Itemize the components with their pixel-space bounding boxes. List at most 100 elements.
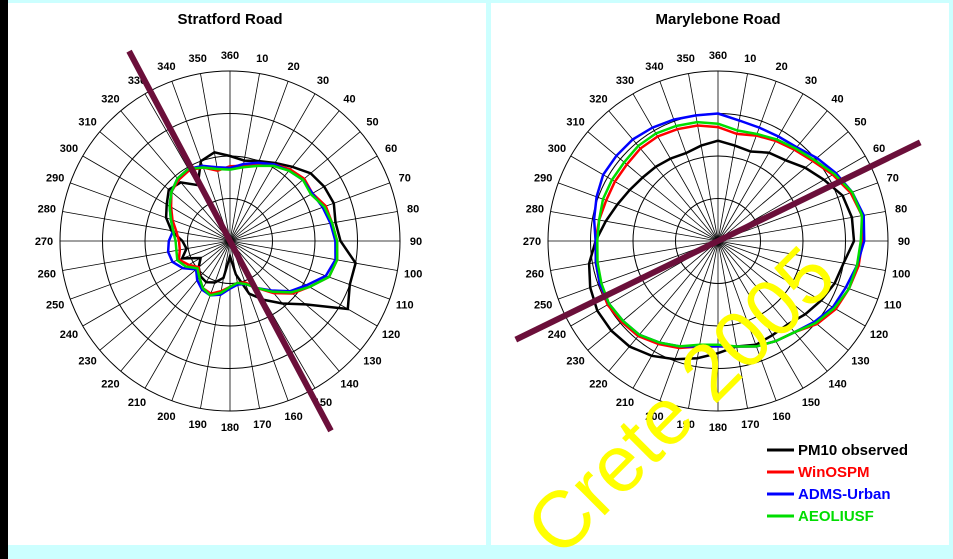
legend-label-2: ADMS-Urban [798,486,891,503]
left-border [0,0,8,559]
spoke-marylebone-220 [608,240,719,372]
tick-label-stratford-20: 20 [287,61,299,73]
tick-label-stratford-70: 70 [399,172,411,184]
series-line-stratford-2 [166,161,337,297]
tick-label-marylebone-190: 190 [677,419,695,431]
tick-label-stratford-60: 60 [385,143,397,155]
tick-label-marylebone-100: 100 [892,268,910,280]
tick-label-marylebone-140: 140 [828,378,846,390]
tick-label-stratford-90: 90 [410,236,422,248]
tick-label-marylebone-50: 50 [854,116,866,128]
tick-label-stratford-180: 180 [221,422,239,434]
tick-label-stratford-200: 200 [157,411,175,423]
tick-label-stratford-300: 300 [60,143,78,155]
tick-label-stratford-110: 110 [396,300,414,312]
tick-label-stratford-30: 30 [317,75,329,87]
tick-label-marylebone-270: 270 [523,236,541,248]
series-line-marylebone-0 [587,139,856,361]
spoke-stratford-110 [229,240,390,300]
tick-label-stratford-210: 210 [128,397,146,409]
spoke-stratford-230 [99,240,231,351]
tick-label-marylebone-10: 10 [744,53,756,65]
spoke-stratford-40 [229,110,340,242]
tick-label-stratford-10: 10 [256,53,268,65]
spoke-stratford-50 [229,131,361,242]
tick-label-stratford-220: 220 [101,378,119,390]
spoke-marylebone-290 [558,182,719,242]
tick-label-marylebone-90: 90 [898,236,910,248]
tick-label-stratford-190: 190 [189,419,207,431]
tick-label-stratford-50: 50 [366,116,378,128]
legend-label-0: PM10 observed [798,442,908,459]
tick-label-marylebone-220: 220 [589,378,607,390]
tick-label-stratford-40: 40 [343,94,355,106]
spoke-stratford-70 [229,182,390,242]
tick-label-marylebone-40: 40 [831,94,843,106]
tick-label-stratford-320: 320 [101,94,119,106]
spoke-stratford-140 [229,240,340,372]
spoke-marylebone-310 [587,131,719,242]
tick-label-marylebone-170: 170 [741,419,759,431]
tick-label-marylebone-300: 300 [548,143,566,155]
spoke-stratford-290 [70,182,231,242]
spoke-stratford-130 [229,240,361,351]
tick-label-stratford-290: 290 [46,172,64,184]
spoke-marylebone-300 [570,155,719,242]
spoke-marylebone-80 [717,211,886,242]
spoke-stratford-100 [229,240,398,271]
tick-label-stratford-260: 260 [38,268,56,280]
spoke-stratford-80 [229,211,398,242]
spoke-marylebone-320 [608,110,719,242]
tick-label-marylebone-80: 80 [895,204,907,216]
spoke-stratford-30 [229,93,316,242]
tick-label-stratford-250: 250 [46,300,64,312]
tick-label-stratford-360: 360 [221,50,239,62]
tick-label-marylebone-340: 340 [645,61,663,73]
spoke-marylebone-230 [587,240,719,351]
tick-label-stratford-120: 120 [382,329,400,341]
tick-label-stratford-270: 270 [35,236,53,248]
spoke-marylebone-140 [717,240,828,372]
spoke-stratford-260 [62,240,231,271]
spoke-marylebone-200 [659,240,719,401]
tick-label-stratford-340: 340 [157,61,175,73]
chart-title-marylebone: Marylebone Road [655,11,780,28]
spoke-marylebone-280 [550,211,719,242]
spoke-stratford-220 [120,240,231,372]
tick-label-marylebone-360: 360 [709,50,727,62]
street-axis-line-marylebone [514,139,922,343]
spoke-stratford-10 [229,73,260,242]
tick-label-marylebone-120: 120 [870,329,888,341]
spoke-stratford-160 [229,240,289,401]
spoke-marylebone-40 [717,110,828,242]
spoke-stratford-250 [70,240,231,300]
legend-label-1: WinOSPM [798,464,870,481]
spoke-stratford-350 [200,73,231,242]
tick-label-marylebone-330: 330 [616,75,634,87]
chart-title-stratford: Stratford Road [178,11,283,28]
tick-label-stratford-140: 140 [340,378,358,390]
tick-label-marylebone-130: 130 [851,356,869,368]
tick-label-marylebone-160: 160 [772,411,790,423]
spoke-marylebone-340 [659,81,719,242]
spoke-marylebone-330 [632,93,719,242]
tick-label-stratford-80: 80 [407,204,419,216]
spoke-stratford-200 [171,240,231,401]
tick-label-marylebone-150: 150 [802,397,820,409]
tick-label-stratford-130: 130 [363,356,381,368]
spoke-stratford-280 [62,211,231,242]
spoke-marylebone-110 [717,240,878,300]
spoke-marylebone-30 [717,93,804,242]
tick-label-marylebone-70: 70 [887,172,899,184]
spoke-marylebone-120 [717,240,866,327]
tick-label-marylebone-280: 280 [526,204,544,216]
tick-label-marylebone-230: 230 [566,356,584,368]
tick-label-marylebone-30: 30 [805,75,817,87]
spoke-marylebone-350 [688,73,719,242]
spoke-marylebone-50 [717,131,849,242]
spoke-stratford-240 [82,240,231,327]
tick-label-marylebone-110: 110 [884,300,902,312]
spoke-marylebone-170 [717,240,748,409]
tick-label-marylebone-180: 180 [709,422,727,434]
